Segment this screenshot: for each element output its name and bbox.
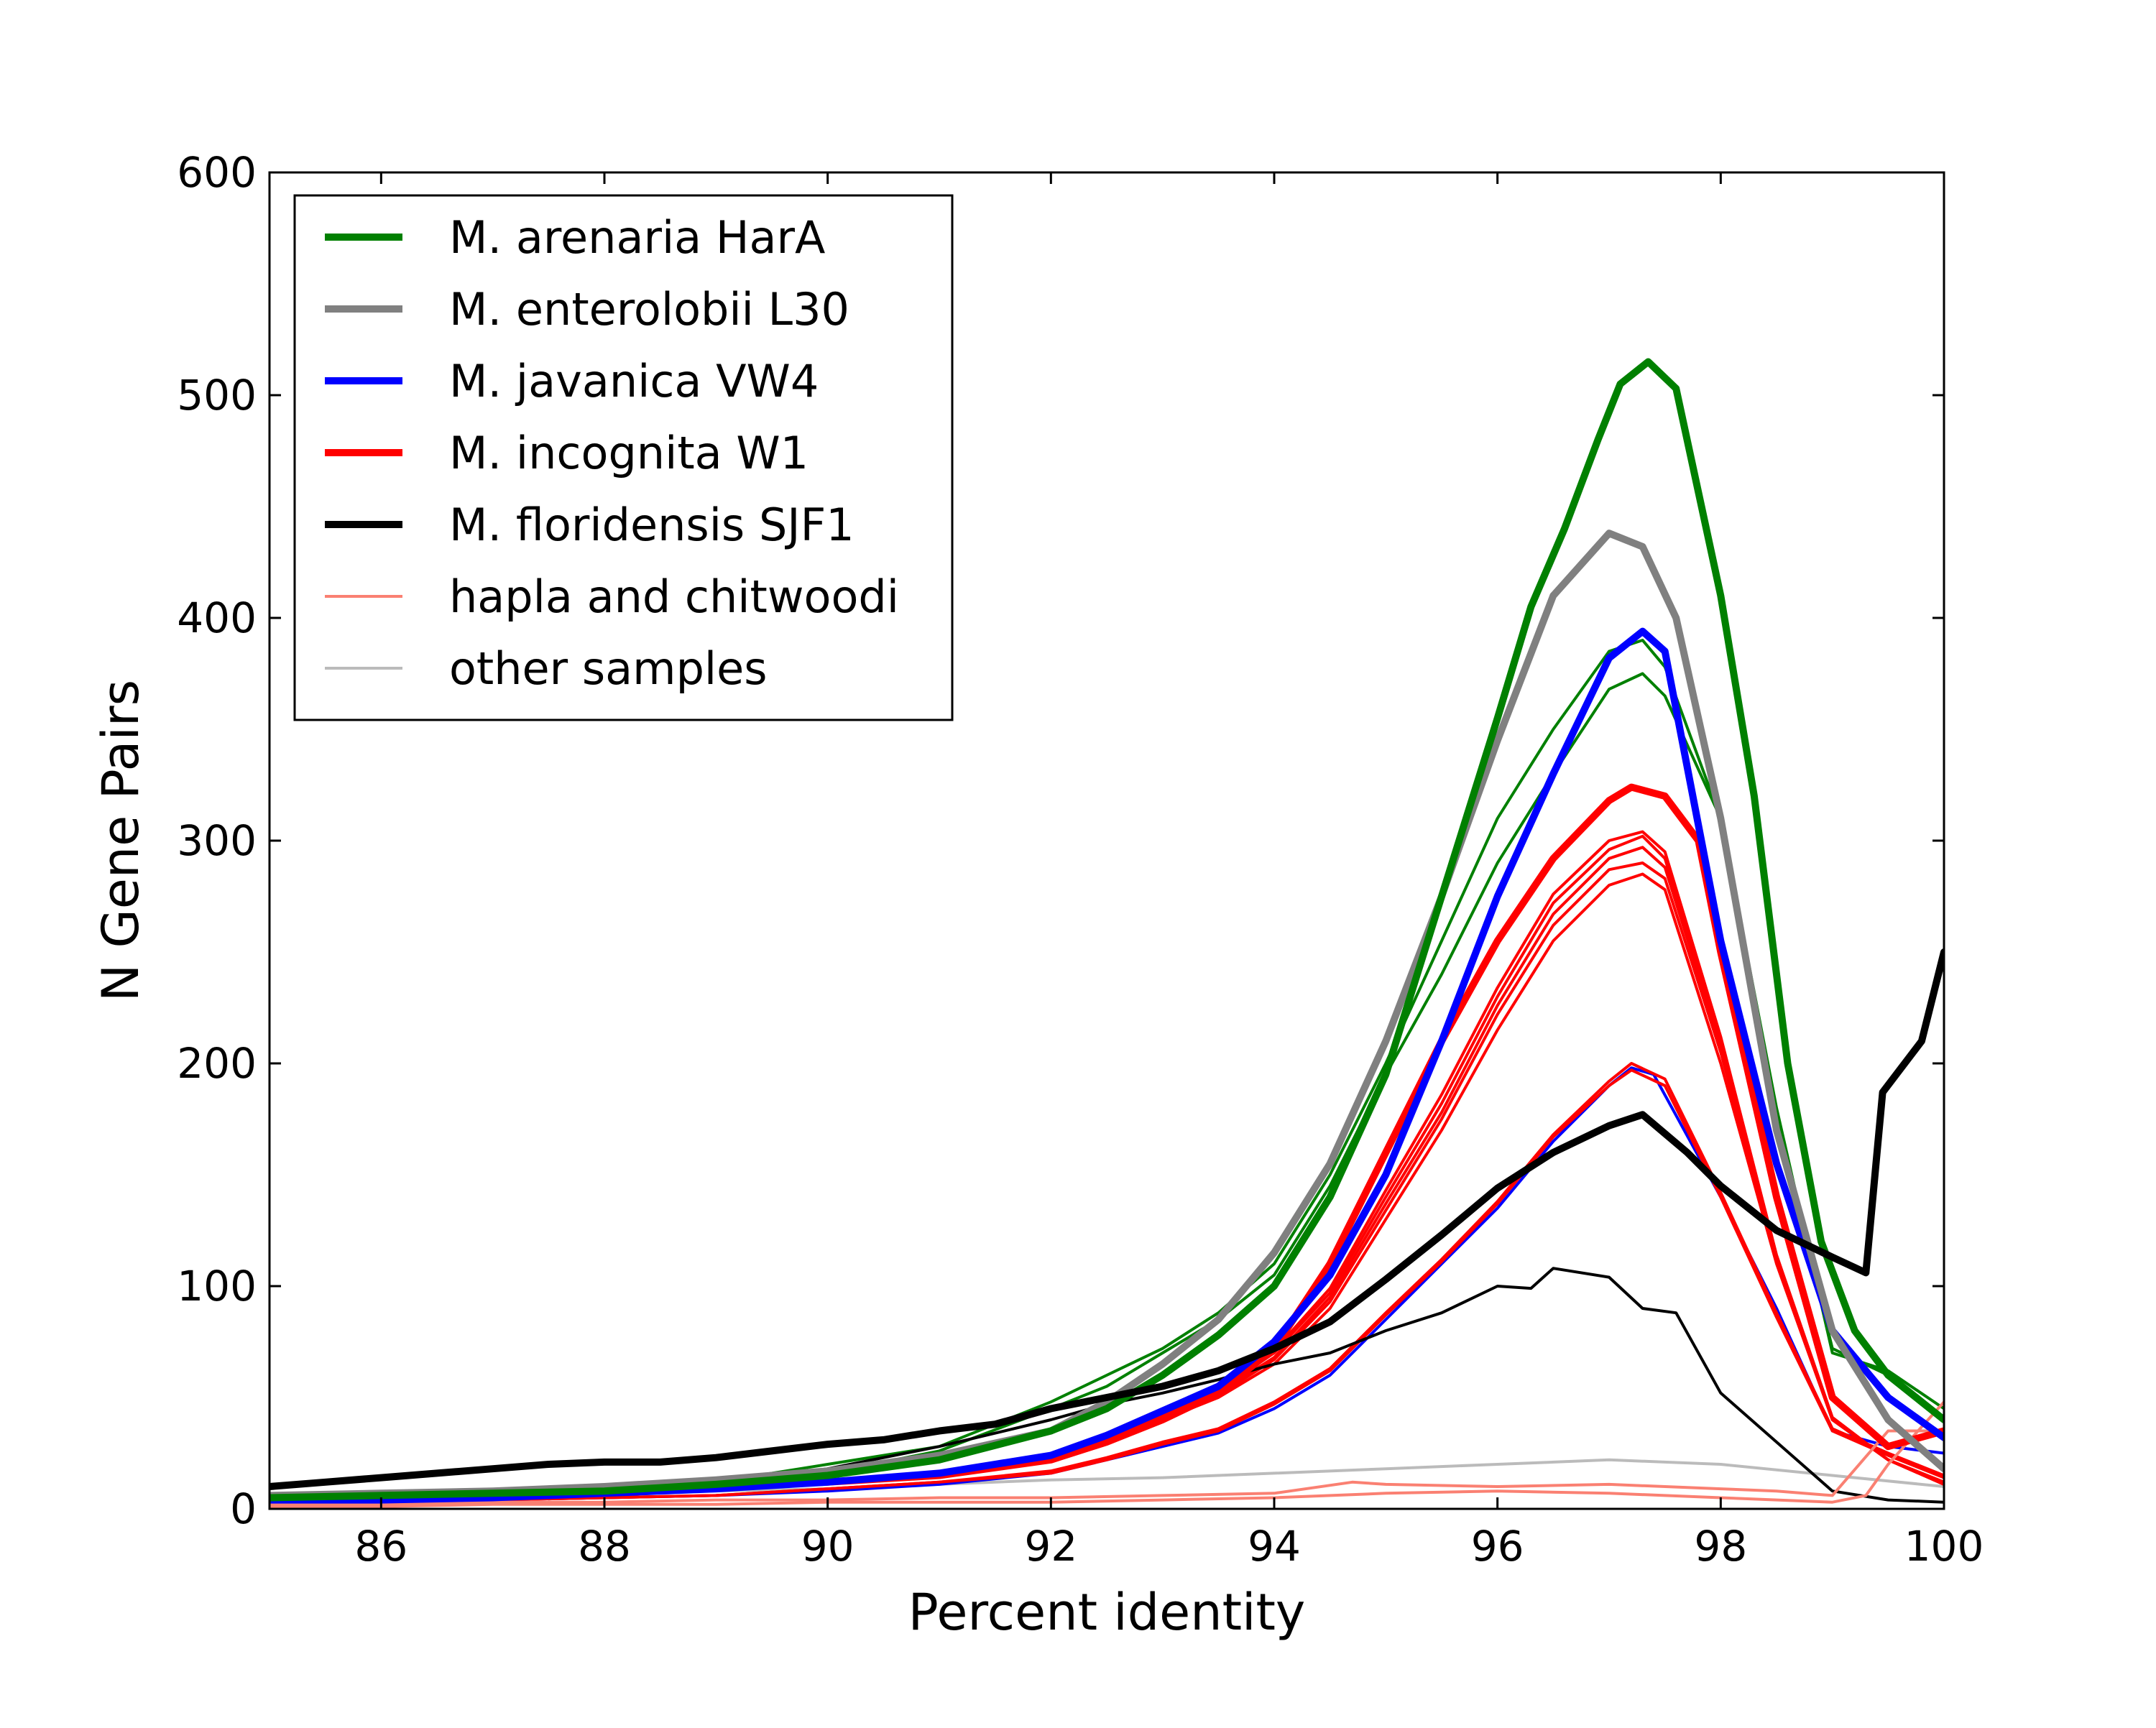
- x-tick-label: 100: [1904, 1522, 1984, 1571]
- x-axis-title: Percent identity: [908, 1583, 1306, 1642]
- x-tick-label: 96: [1471, 1522, 1524, 1571]
- x-tick-label: 90: [801, 1522, 854, 1571]
- series-line-15: [270, 627, 1944, 1504]
- series-line-5: [270, 1068, 1944, 1504]
- legend-label: M. arenaria HarA: [449, 211, 825, 264]
- y-tick-label: 100: [177, 1262, 257, 1311]
- legend-box: [293, 194, 954, 721]
- y-tick-label: 400: [177, 593, 257, 642]
- legend-label: hapla and chitwoodi: [449, 570, 899, 623]
- legend-label: M. floridensis SJF1: [449, 499, 854, 551]
- y-tick-label: 500: [177, 371, 257, 420]
- x-tick-label: 94: [1248, 1522, 1301, 1571]
- y-tick-label: 300: [177, 816, 257, 865]
- series-layer: [270, 358, 1944, 1508]
- y-tick-label: 200: [177, 1039, 257, 1088]
- x-tick-label: 98: [1694, 1522, 1747, 1571]
- series-line-17: [270, 358, 1944, 1502]
- ticks-layer: 86 88 90 92 94 96 98 100 0 100 200 300 400 500 600: [177, 148, 1984, 1571]
- series-line-18: [270, 948, 1944, 1490]
- series-line-16: [270, 530, 1944, 1500]
- series-line-13: [270, 1400, 1944, 1508]
- legend-label: M. javanica VW4: [449, 355, 819, 407]
- y-tick-label: 600: [177, 148, 257, 197]
- legend-label: M. enterolobii L30: [449, 283, 849, 336]
- x-tick-label: 92: [1024, 1522, 1077, 1571]
- y-tick-label: 0: [230, 1484, 257, 1533]
- legend-label: other samples: [449, 642, 768, 695]
- x-tick-label: 88: [578, 1522, 631, 1571]
- legend: M. arenaria HarA M. enterolobii L30 M. jav…: [293, 194, 954, 721]
- y-axis-title: N Gene Pairs: [91, 680, 150, 1002]
- legend-label: M. incognita W1: [449, 427, 808, 479]
- x-tick-label: 86: [354, 1522, 407, 1571]
